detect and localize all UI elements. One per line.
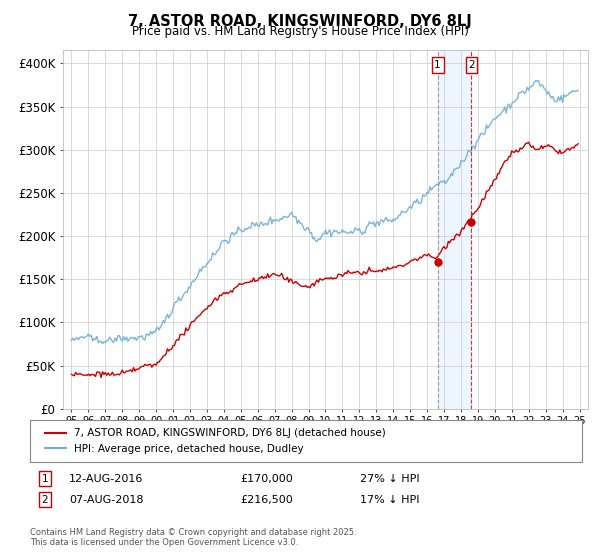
Text: Contains HM Land Registry data © Crown copyright and database right 2025.
This d: Contains HM Land Registry data © Crown c…: [30, 528, 356, 547]
Text: 1: 1: [41, 474, 49, 484]
Text: £170,000: £170,000: [240, 474, 293, 484]
Text: 27% ↓ HPI: 27% ↓ HPI: [360, 474, 419, 484]
Text: 2: 2: [41, 494, 49, 505]
Text: Price paid vs. HM Land Registry's House Price Index (HPI): Price paid vs. HM Land Registry's House …: [131, 25, 469, 38]
Text: 07-AUG-2018: 07-AUG-2018: [69, 494, 143, 505]
Text: 7, ASTOR ROAD, KINGSWINFORD, DY6 8LJ: 7, ASTOR ROAD, KINGSWINFORD, DY6 8LJ: [128, 14, 472, 29]
Bar: [437, 50, 472, 409]
Legend: 7, ASTOR ROAD, KINGSWINFORD, DY6 8LJ (detached house), HPI: Average price, detac: 7, ASTOR ROAD, KINGSWINFORD, DY6 8LJ (de…: [41, 424, 390, 458]
Text: 1: 1: [434, 60, 441, 70]
Text: 2: 2: [468, 60, 475, 70]
Text: 12-AUG-2016: 12-AUG-2016: [69, 474, 143, 484]
Text: £216,500: £216,500: [240, 494, 293, 505]
Text: 17% ↓ HPI: 17% ↓ HPI: [360, 494, 419, 505]
